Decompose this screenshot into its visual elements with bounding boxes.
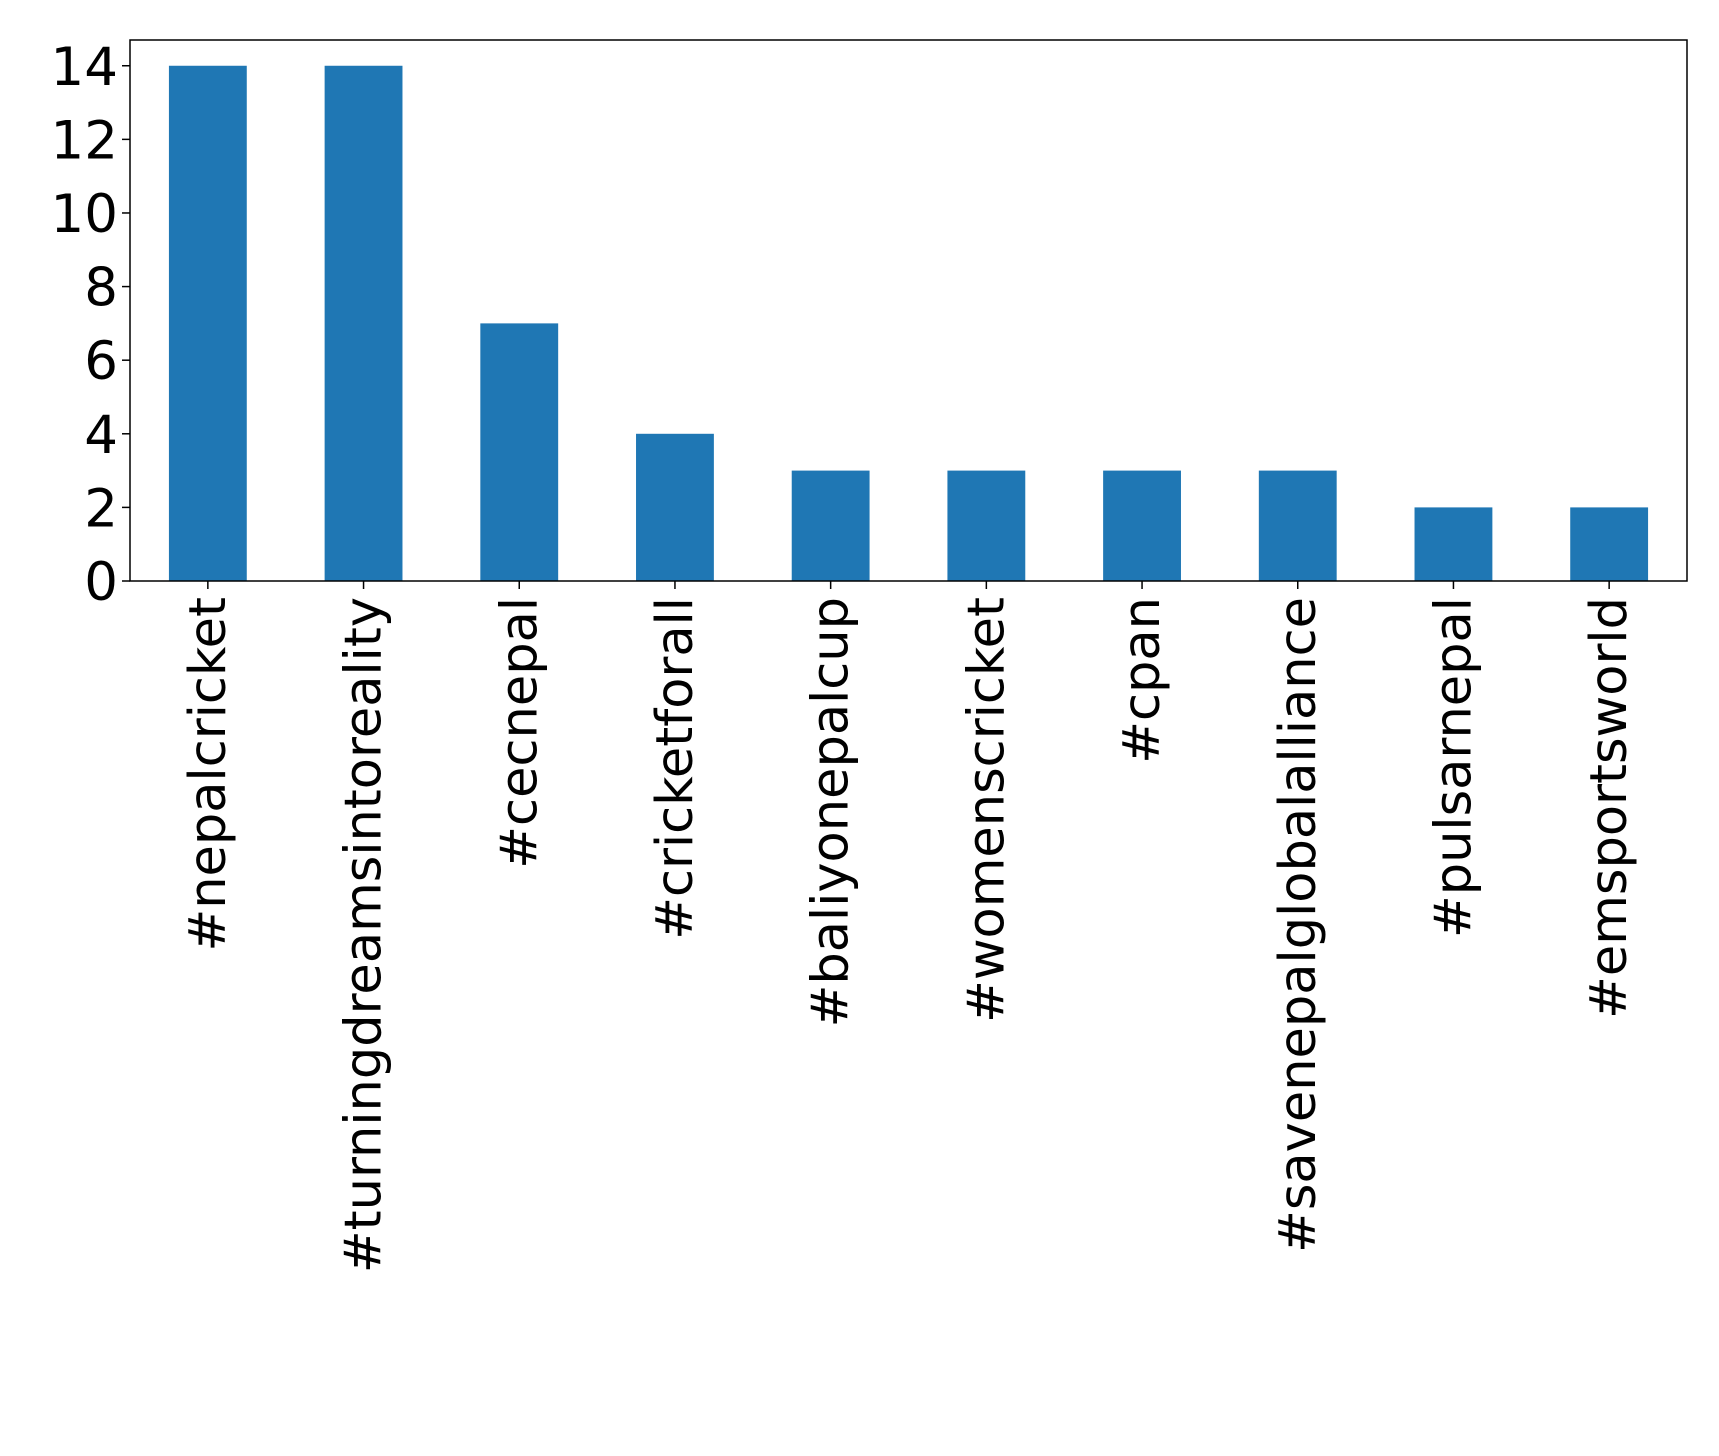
y-tick-label: 14 bbox=[51, 37, 118, 98]
y-tick-label: 4 bbox=[84, 405, 118, 466]
x-tick-label: #womenscricket bbox=[957, 597, 1016, 1023]
y-tick-label: 8 bbox=[84, 258, 118, 319]
bar-cpan bbox=[1103, 470, 1181, 581]
x-tick-label: #emsportsworld bbox=[1580, 597, 1639, 1019]
x-tick-label: #cricketforall bbox=[646, 597, 705, 940]
y-tick-label: 0 bbox=[84, 552, 118, 613]
bars-layer bbox=[168, 65, 1649, 581]
x-tick-label: #turningdreamsintoreality bbox=[335, 597, 394, 1273]
bar-pulsarnepal bbox=[1414, 507, 1493, 581]
bar-turningdreamsintoreality bbox=[324, 65, 403, 581]
bar-savenepalglobalalliance bbox=[1258, 470, 1337, 581]
y-tick-label: 10 bbox=[51, 184, 118, 245]
y-axis: 0 2 4 6 8 10 12 14 bbox=[51, 37, 130, 613]
y-tick-label: 6 bbox=[84, 331, 118, 392]
bar-womenscricket bbox=[947, 470, 1026, 581]
bar-nepalcricket bbox=[168, 65, 247, 581]
x-tick-label: #nepalcricket bbox=[179, 597, 238, 952]
bar-cecnepal bbox=[480, 323, 559, 581]
x-tick-label: #cecnepal bbox=[490, 597, 549, 869]
x-axis: #nepalcricket #turningdreamsintoreality #c… bbox=[179, 581, 1639, 1273]
x-tick-label: #savenepalglobalalliance bbox=[1269, 597, 1328, 1253]
y-tick-label: 2 bbox=[84, 478, 118, 539]
bar-cricketforall bbox=[636, 433, 714, 581]
bar-baliyonepalcup bbox=[791, 470, 870, 581]
bar-emsportsworld bbox=[1570, 507, 1649, 581]
plot-frame bbox=[129, 39, 1688, 582]
x-tick-label: #baliyonepalcup bbox=[802, 597, 861, 1027]
y-tick-label: 12 bbox=[51, 110, 118, 171]
x-tick-label: #pulsarnepal bbox=[1424, 597, 1483, 938]
x-tick-label: #cpan bbox=[1113, 597, 1172, 764]
